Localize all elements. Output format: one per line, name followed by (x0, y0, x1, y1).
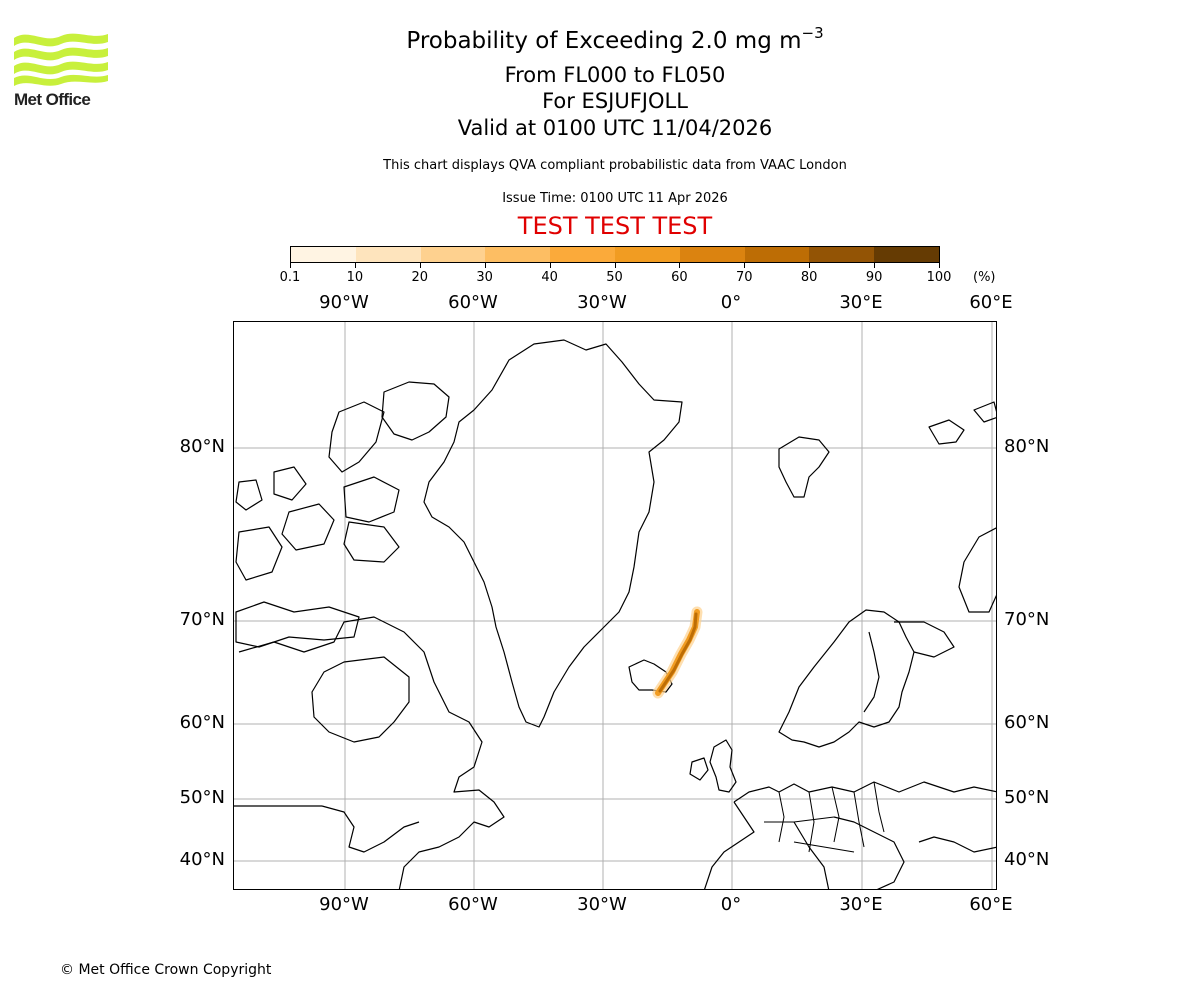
colorbar-segment (355, 247, 421, 262)
colorbar-tick-label: 70 (736, 270, 753, 285)
map-panel (233, 321, 997, 890)
met-office-logo: Met Office (14, 30, 108, 112)
valid-time: Valid at 0100 UTC 11/04/2026 (457, 116, 773, 140)
met-office-waves-icon (14, 33, 108, 86)
colorbar-segment (744, 247, 810, 262)
coastlines (234, 339, 996, 889)
colorbar-tick (614, 263, 616, 268)
latitude-label: 70°N (1004, 609, 1050, 630)
longitude-label: 60°E (969, 292, 1013, 313)
colorbar-unit: (%) (973, 270, 996, 285)
colorbar-segment (874, 247, 939, 262)
colorbar-tick-label: 90 (865, 270, 883, 285)
colorbar (290, 246, 940, 263)
colorbar-tick-label: 10 (346, 270, 364, 285)
chart-title-main: Probability of Exceeding 2.0 mg m (406, 28, 802, 54)
colorbar-segment (550, 247, 615, 262)
latitude-label: 50°N (1004, 787, 1050, 808)
latitude-label: 50°N (179, 787, 225, 808)
colorbar-segment (809, 247, 875, 262)
colorbar-tick-label: 100 (926, 270, 952, 285)
colorbar-tick (809, 263, 811, 268)
chart-title-superscript: −3 (801, 24, 824, 42)
longitude-label: 60°E (969, 894, 1013, 915)
map-canvas (234, 322, 996, 889)
latitude-label: 80°N (1004, 436, 1050, 457)
flight-levels: From FL000 to FL050 (504, 63, 726, 87)
colorbar-tick-label: 0.1 (279, 270, 301, 285)
colorbar-tick-label: 30 (476, 270, 493, 285)
gridlines (234, 322, 996, 889)
colorbar-tick-label: 20 (411, 270, 429, 285)
colorbar-tick-label: 50 (606, 270, 623, 285)
chart-description: This chart displays QVA compliant probab… (383, 158, 847, 173)
chart-title: Probability of Exceeding 2.0 mg m−3 (0, 26, 1200, 55)
copyright: © Met Office Crown Copyright (60, 962, 272, 978)
latitude-label: 60°N (179, 712, 225, 733)
longitude-label: 30°W (577, 894, 627, 915)
volcano-name: For ESJUFJOLL (542, 89, 688, 113)
colorbar-tick (290, 263, 291, 268)
colorbar-tick-label: 60 (671, 270, 688, 285)
colorbar-tick (939, 263, 940, 268)
colorbar-segment (614, 247, 680, 262)
test-banner: TEST TEST TEST (517, 212, 713, 240)
logo-text: Met Office (14, 90, 91, 109)
colorbar-tick-label: 40 (541, 270, 558, 285)
issue-time: Issue Time: 0100 UTC 11 Apr 2026 (502, 191, 728, 206)
longitude-label: 30°W (577, 292, 627, 313)
ash-plume (652, 606, 703, 699)
latitude-label: 60°N (1004, 712, 1050, 733)
colorbar-segment (485, 247, 551, 262)
colorbar-segment (420, 247, 486, 262)
longitude-label: 60°W (448, 894, 498, 915)
longitude-label: 30°E (839, 894, 883, 915)
colorbar-tick (354, 263, 356, 268)
longitude-label: 0° (720, 894, 742, 915)
colorbar-tick (484, 263, 486, 268)
longitude-label: 60°W (448, 292, 498, 313)
colorbar-segment (679, 247, 745, 262)
latitude-label: 70°N (179, 609, 225, 630)
colorbar-tick-label: 80 (800, 270, 818, 285)
longitude-label: 0° (720, 292, 742, 313)
latitude-label: 40°N (1004, 849, 1050, 870)
latitude-label: 40°N (179, 849, 225, 870)
colorbar-tick (679, 263, 681, 268)
longitude-label: 90°W (319, 894, 369, 915)
latitude-label: 80°N (179, 436, 225, 457)
colorbar-tick (874, 263, 876, 268)
colorbar-tick (744, 263, 746, 268)
longitude-label: 90°W (319, 292, 369, 313)
longitude-label: 30°E (839, 292, 883, 313)
colorbar-tick (549, 263, 551, 268)
colorbar-segment (291, 247, 356, 262)
colorbar-tick (419, 263, 421, 268)
